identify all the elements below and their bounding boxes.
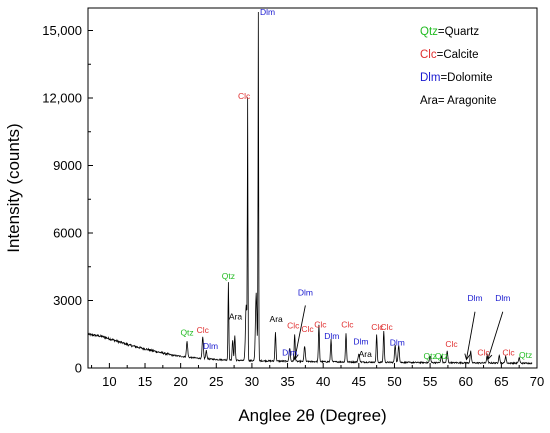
legend-name: =Dolomite — [440, 72, 492, 84]
x-tick-label: 65 — [494, 374, 508, 389]
peak-arrow — [465, 311, 476, 360]
peak-label-dlm: Dlm — [298, 287, 313, 297]
x-axis-title: Anglee 2θ (Degree) — [238, 406, 386, 425]
peak-arrow-head — [486, 353, 493, 361]
y-tick-label: 3000 — [53, 293, 82, 308]
peak-label-dlm: Dlm — [495, 293, 510, 303]
legend-name: =Calcite — [437, 49, 479, 61]
peak-label-dlm: Dlm — [203, 341, 218, 351]
peak-label-qtz: Qtz — [519, 350, 532, 360]
y-tick-label: 6000 — [53, 226, 82, 241]
x-tick-label: 40 — [316, 374, 330, 389]
legend-code: Ara — [420, 95, 439, 107]
x-tick-label: 50 — [387, 374, 401, 389]
peak-label-dlm: Dlm — [282, 348, 297, 358]
peak-label-dlm: Dlm — [353, 336, 368, 346]
x-tick-label: 35 — [280, 374, 294, 389]
peak-arrow — [487, 311, 504, 360]
diffraction-pattern-line — [87, 12, 533, 365]
y-tick-label: 0 — [75, 361, 82, 376]
peak-label-ara: Ara — [359, 349, 373, 359]
legend-name: = Aragonite — [438, 95, 497, 107]
legend-entry: Dlm=Dolomite — [420, 72, 493, 84]
legend-name: =Quartz — [438, 26, 479, 38]
peak-label-ara: Ara — [229, 312, 243, 322]
y-tick-label: 12,000 — [42, 91, 82, 106]
x-tick-label: 30 — [245, 374, 259, 389]
peak-label-qtz: Qtz — [435, 351, 448, 361]
legend-code: Clc — [420, 49, 437, 61]
peak-label-clc: Clc — [477, 348, 490, 358]
peak-label-clc: Clc — [371, 322, 384, 332]
x-tick-label: 15 — [138, 374, 152, 389]
peak-label-qtz: Qtz — [222, 271, 235, 281]
peak-label-clc: Clc — [238, 91, 251, 101]
peak-arrows — [292, 305, 504, 361]
y-tick-label: 9000 — [53, 158, 82, 173]
peak-label-clc: Clc — [301, 324, 314, 334]
tick-labels: 10 15 20 25 30 35 40 45 50 55 60 65 70 0 3000 6000 9000 1… — [42, 23, 544, 389]
legend-code: Dlm — [420, 72, 440, 84]
legend-code: Qtz — [420, 26, 438, 38]
legend-entry: Ara= Aragonite — [420, 95, 496, 107]
y-axis-title: Intensity (counts) — [4, 123, 23, 252]
x-tick-label: 55 — [423, 374, 437, 389]
x-tick-label: 70 — [530, 374, 544, 389]
peak-label-qtz: Qtz — [423, 351, 436, 361]
peak-arrow-head — [464, 353, 471, 361]
y-tick-label: 15,000 — [42, 23, 82, 38]
peak-arrow — [294, 305, 306, 360]
peak-label-dlm: Dlm — [390, 338, 405, 348]
x-tick-label: 45 — [352, 374, 366, 389]
x-tick-label: 10 — [102, 374, 116, 389]
peak-label-clc: Clc — [314, 320, 327, 330]
peak-label-dlm: Dlm — [260, 7, 275, 17]
peak-label-clc: Clc — [287, 321, 300, 331]
peak-label-clc: Clc — [445, 339, 458, 349]
peak-label-clc: Clc — [502, 348, 515, 358]
legend-entry: Clc=Calcite — [420, 49, 479, 61]
legend-entry: Qtz=Quartz — [420, 26, 479, 38]
plot-frame — [87, 7, 538, 369]
peak-label-clc: Clc — [197, 325, 210, 335]
peak-label-dlm: Dlm — [324, 331, 339, 341]
peak-label-clc: Clc — [341, 320, 354, 330]
peak-label-dlm: Dlm — [467, 293, 482, 303]
peak-label-qtz: Qtz — [180, 327, 193, 337]
peak-label-ara: Ara — [270, 314, 284, 324]
x-tick-label: 25 — [209, 374, 223, 389]
peak-label-clc: Clc — [380, 322, 393, 332]
x-tick-label: 20 — [173, 374, 187, 389]
peak-arrow-head — [292, 353, 299, 361]
x-tick-label: 60 — [458, 374, 472, 389]
